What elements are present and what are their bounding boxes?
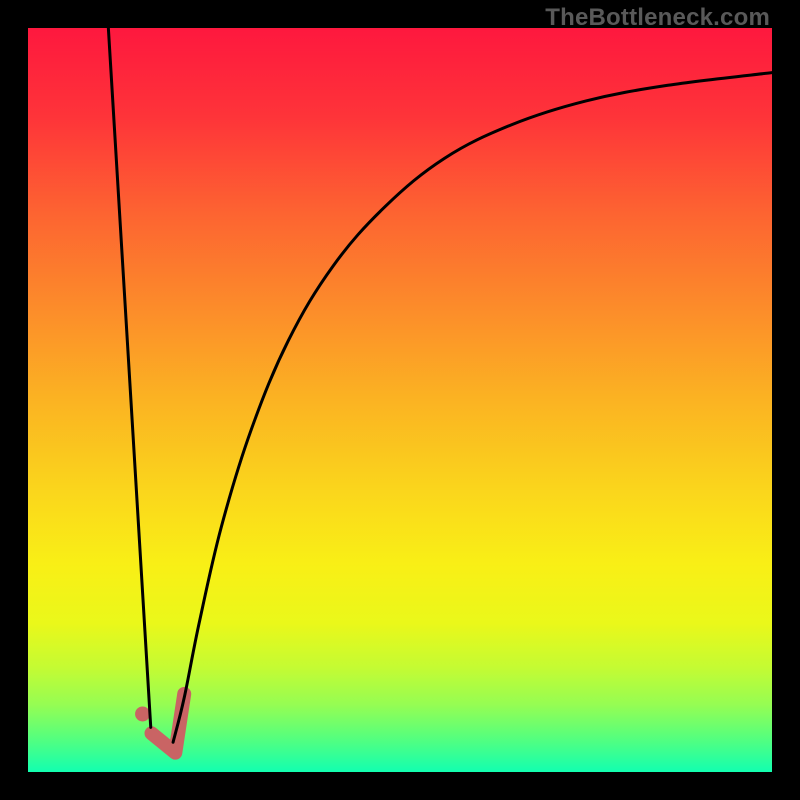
watermark-label: TheBottleneck.com xyxy=(545,4,770,32)
curve-right-growth xyxy=(173,73,772,743)
curve-overlay xyxy=(28,28,772,772)
curve-left-spike xyxy=(108,28,150,727)
plot-area xyxy=(28,28,772,772)
bottleneck-chart: TheBottleneck.com xyxy=(0,0,800,800)
marker-dot xyxy=(135,706,150,721)
